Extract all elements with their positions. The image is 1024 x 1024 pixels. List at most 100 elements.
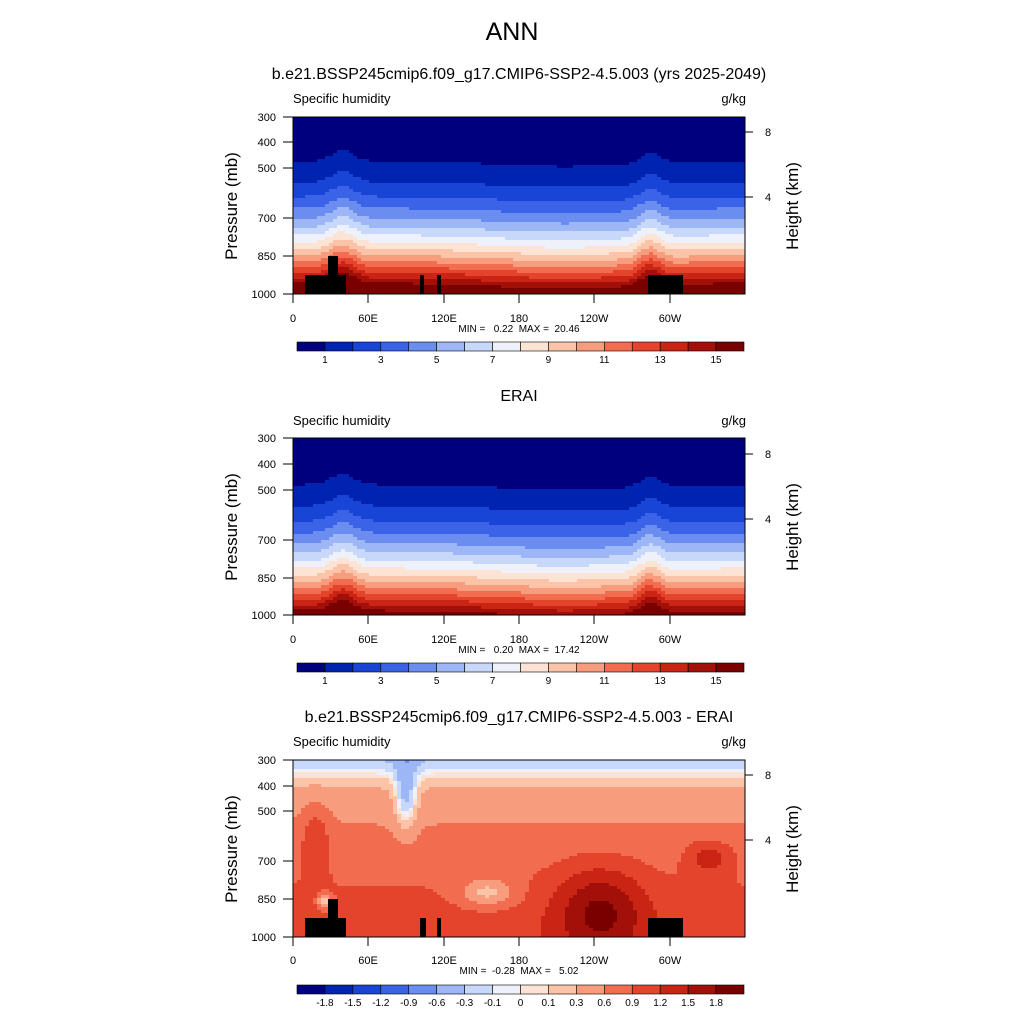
- field-cell: [665, 207, 670, 211]
- field-cell: [653, 189, 658, 193]
- field-cell: [457, 225, 462, 229]
- field-cell: [305, 144, 310, 148]
- field-cell: [625, 198, 630, 202]
- field-cell: [701, 165, 706, 169]
- field-cell: [341, 228, 346, 232]
- field-cell: [317, 234, 322, 238]
- field-cell: [373, 156, 378, 160]
- field-cell: [605, 231, 610, 235]
- field-cell: [641, 153, 646, 157]
- field-cell: [573, 144, 578, 148]
- field-cell: [445, 195, 450, 199]
- field-cell: [717, 231, 722, 235]
- field-cell: [317, 204, 322, 208]
- field-cell: [633, 228, 638, 232]
- field-cell: [657, 156, 662, 160]
- field-cell: [677, 123, 682, 127]
- field-cell: [689, 159, 694, 163]
- field-cell: [573, 132, 578, 136]
- field-cell: [317, 195, 322, 199]
- field-cell: [325, 237, 330, 241]
- field-cell: [505, 138, 510, 142]
- field-cell: [533, 117, 538, 121]
- field-cell: [713, 216, 718, 220]
- field-cell: [401, 198, 406, 202]
- field-cell: [477, 141, 482, 145]
- field-cell: [501, 183, 506, 187]
- field-cell: [521, 132, 526, 136]
- field-cell: [737, 129, 742, 133]
- field-cell: [477, 213, 482, 217]
- field-cell: [533, 192, 538, 196]
- field-cell: [381, 240, 386, 244]
- field-cell: [613, 216, 618, 220]
- field-cell: [537, 135, 542, 139]
- field-cell: [509, 231, 514, 235]
- field-cell: [621, 210, 626, 214]
- field-cell: [445, 117, 450, 121]
- field-cell: [465, 240, 470, 244]
- field-cell: [489, 129, 494, 133]
- field-cell: [405, 156, 410, 160]
- field-cell: [645, 150, 650, 154]
- field-cell: [681, 195, 686, 199]
- field-cell: [293, 216, 298, 220]
- field-cell: [497, 189, 502, 193]
- field-cell: [361, 201, 366, 205]
- field-cell: [693, 159, 698, 163]
- field-cell: [293, 219, 298, 223]
- field-cell: [333, 147, 338, 151]
- field-cell: [633, 222, 638, 226]
- field-cell: [573, 222, 578, 226]
- field-cell: [497, 147, 502, 151]
- field-cell: [641, 171, 646, 175]
- field-cell: [645, 165, 650, 169]
- field-cell: [645, 120, 650, 124]
- field-cell: [569, 189, 574, 193]
- field-cell: [593, 225, 598, 229]
- field-cell: [449, 132, 454, 136]
- field-cell: [357, 150, 362, 154]
- field-cell: [361, 174, 366, 178]
- field-cell: [713, 132, 718, 136]
- field-cell: [333, 123, 338, 127]
- field-cell: [337, 177, 342, 181]
- field-cell: [681, 234, 686, 238]
- field-cell: [613, 159, 618, 163]
- field-cell: [601, 222, 606, 226]
- field-cell: [645, 171, 650, 175]
- field-cell: [317, 225, 322, 229]
- field-cell: [413, 204, 418, 208]
- field-cell: [473, 246, 478, 250]
- field-cell: [589, 156, 594, 160]
- field-cell: [729, 141, 734, 145]
- field-cell: [301, 198, 306, 202]
- field-cell: [645, 147, 650, 151]
- field-cell: [693, 150, 698, 154]
- field-cell: [513, 159, 518, 163]
- field-cell: [649, 174, 654, 178]
- field-cell: [689, 138, 694, 142]
- field-cell: [341, 195, 346, 199]
- field-cell: [665, 243, 670, 247]
- field-cell: [385, 135, 390, 139]
- field-cell: [409, 234, 414, 238]
- field-cell: [425, 207, 430, 211]
- field-cell: [693, 189, 698, 193]
- field-cell: [549, 165, 554, 169]
- field-cell: [693, 222, 698, 226]
- field-cell: [361, 189, 366, 193]
- field-cell: [609, 219, 614, 223]
- field-cell: [545, 129, 550, 133]
- field-cell: [657, 180, 662, 184]
- field-cell: [401, 231, 406, 235]
- field-cell: [609, 141, 614, 145]
- field-cell: [321, 123, 326, 127]
- field-cell: [497, 207, 502, 211]
- field-cell: [653, 204, 658, 208]
- field-cell: [601, 153, 606, 157]
- field-cell: [449, 177, 454, 181]
- field-cell: [325, 246, 330, 250]
- field-cell: [457, 168, 462, 172]
- field-cell: [561, 159, 566, 163]
